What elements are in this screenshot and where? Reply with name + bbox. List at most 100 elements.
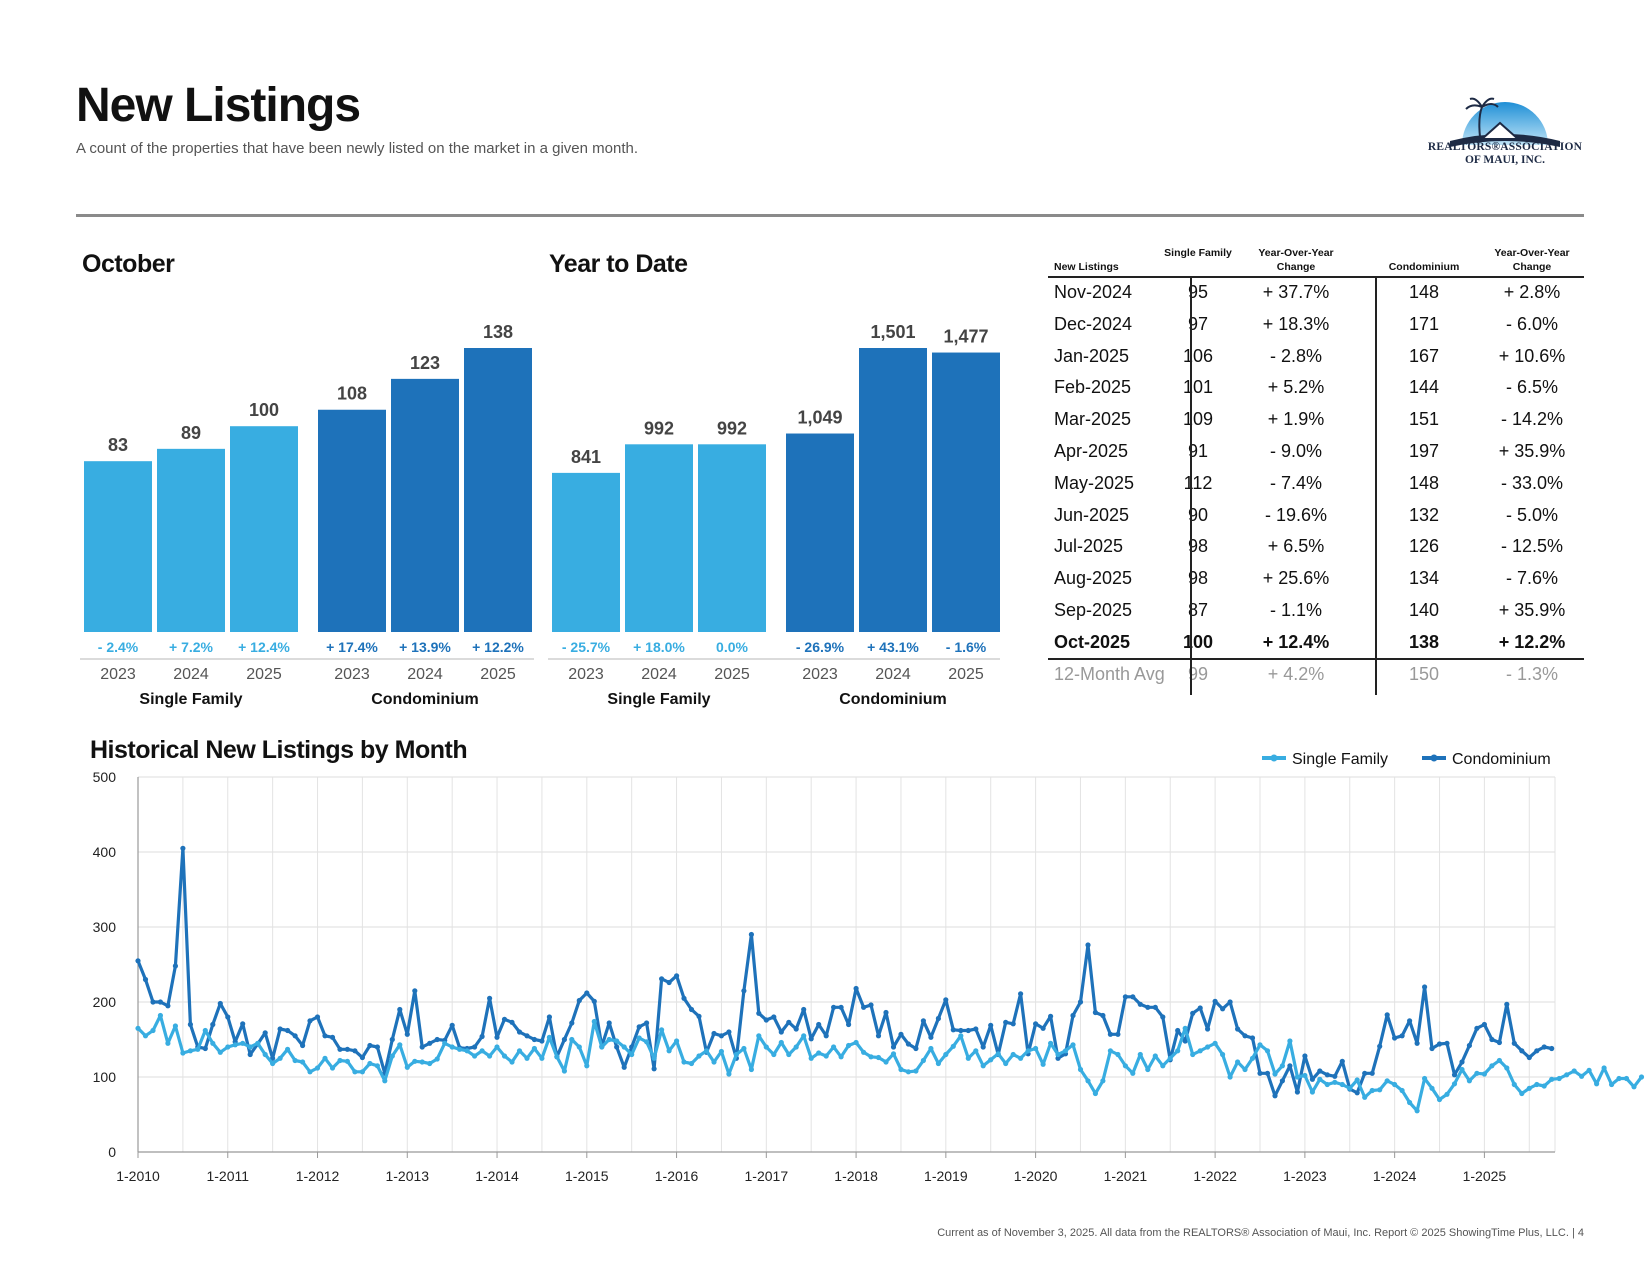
data-point-single-family (569, 1036, 575, 1043)
data-point-single-family (875, 1054, 882, 1061)
data-point-condominium (1175, 1027, 1181, 1034)
table-cell: 90 (1187, 504, 1209, 525)
data-point-single-family (1526, 1085, 1532, 1091)
data-point-single-family (270, 1060, 276, 1067)
data-point-condominium (659, 976, 665, 982)
data-point-condominium (1092, 1009, 1098, 1016)
data-point-single-family (636, 1035, 642, 1041)
data-point-single-family (1399, 1087, 1405, 1094)
data-point-single-family (1466, 1078, 1472, 1084)
data-point-single-family (187, 1048, 193, 1054)
data-point-condominium (1040, 1025, 1046, 1031)
table-divider-right (1375, 276, 1377, 696)
data-point-single-family (756, 1033, 762, 1039)
data-point-single-family (1571, 1068, 1577, 1074)
average-cell: 99 (1187, 663, 1209, 684)
data-point-single-family (292, 1057, 298, 1064)
x-tick-label: 1-2014 (475, 1168, 519, 1184)
data-point-single-family (793, 1044, 799, 1050)
data-point-single-family (487, 1053, 493, 1059)
data-point-single-family (457, 1046, 463, 1052)
average-cell: + 4.2% (1267, 663, 1325, 684)
monthly-table: New Listings Single Family Year-Over-Year … (1048, 240, 1584, 700)
data-point-single-family (1504, 1065, 1510, 1071)
historical-title: Historical New Listings by Month (90, 736, 468, 764)
data-point-condominium (1130, 994, 1136, 1000)
data-point-single-family (1145, 1066, 1151, 1073)
oct-bar-single-family-2024 (157, 448, 225, 632)
data-point-single-family (666, 1048, 672, 1054)
data-point-single-family (920, 1057, 927, 1064)
oct-change-label: + 7.2% (169, 639, 214, 655)
data-point-single-family (1616, 1075, 1622, 1082)
x-tick-label: 1-2023 (1283, 1168, 1327, 1184)
x-tick-label: 1-2025 (1463, 1168, 1507, 1184)
ytd-change-label: 0.0% (716, 639, 748, 655)
data-point-single-family (1429, 1085, 1435, 1091)
data-point-condominium (1451, 1072, 1458, 1078)
data-point-condominium (1407, 1018, 1413, 1024)
data-point-single-family (494, 1044, 500, 1050)
data-point-condominium (1010, 1021, 1016, 1027)
data-point-condominium (546, 1014, 553, 1020)
data-point-condominium (1362, 1070, 1368, 1076)
oct-change-label: + 12.4% (238, 639, 290, 655)
data-point-condominium (202, 1045, 208, 1052)
oct-change-label: + 12.2% (472, 639, 524, 655)
data-point-condominium (1541, 1044, 1547, 1050)
data-point-single-family (1579, 1073, 1585, 1079)
data-point-single-family (1362, 1094, 1368, 1100)
data-point-condominium (875, 1033, 882, 1039)
table-cell: + 6.5% (1267, 536, 1325, 557)
data-point-single-family (561, 1068, 568, 1074)
table-cell: Oct-2025 (1054, 631, 1131, 652)
page-subtitle: A count of the properties that have been… (76, 140, 639, 157)
oct-group-label: Condominium (371, 691, 479, 708)
data-point-condominium (1242, 1033, 1248, 1039)
data-point-single-family (1190, 1051, 1196, 1058)
data-point-condominium (187, 1021, 193, 1028)
data-point-condominium (404, 1031, 410, 1037)
data-point-condominium (711, 1030, 717, 1037)
data-point-single-family (1018, 1055, 1024, 1061)
data-point-condominium (1534, 1048, 1540, 1054)
data-point-condominium (1459, 1059, 1465, 1065)
data-point-condominium (1070, 1012, 1076, 1019)
data-point-single-family (1220, 1051, 1226, 1058)
data-point-single-family (629, 1051, 635, 1058)
data-point-single-family (337, 1057, 343, 1064)
data-point-single-family (539, 1055, 545, 1061)
data-point-condominium (1519, 1048, 1525, 1054)
x-tick-label: 1-2019 (924, 1168, 968, 1184)
data-point-single-family (1384, 1078, 1390, 1084)
data-point-condominium (1324, 1072, 1330, 1078)
data-point-single-family (644, 1039, 650, 1045)
data-point-condominium (980, 1044, 986, 1050)
data-point-single-family (262, 1051, 268, 1058)
data-point-single-family (853, 1039, 859, 1046)
data-point-condominium (374, 1044, 380, 1050)
table-cell: 171 (1408, 313, 1440, 334)
data-point-single-family (913, 1068, 919, 1074)
ytd-change-label: - 1.6% (946, 639, 987, 655)
data-point-condominium (1264, 1070, 1271, 1076)
data-point-single-family (157, 1012, 163, 1019)
average-cell: 150 (1408, 663, 1440, 684)
data-point-single-family (509, 1059, 515, 1065)
data-point-condominium (337, 1046, 343, 1052)
data-point-condominium (681, 995, 687, 1001)
data-point-single-family (718, 1048, 725, 1055)
oct-value-label: 108 (337, 384, 367, 404)
data-point-condominium (920, 1018, 927, 1024)
ytd-bar-single-family-2023 (552, 472, 620, 632)
data-point-single-family (419, 1059, 425, 1065)
table-cell: Mar-2025 (1054, 409, 1132, 430)
data-point-single-family (786, 1051, 792, 1058)
data-point-single-family (816, 1050, 822, 1056)
data-point-condominium (1048, 1013, 1054, 1019)
x-tick-label: 1-2015 (565, 1168, 609, 1184)
october-title: October (82, 250, 175, 278)
data-point-condominium (1511, 1040, 1517, 1046)
data-point-single-family (1459, 1066, 1465, 1073)
